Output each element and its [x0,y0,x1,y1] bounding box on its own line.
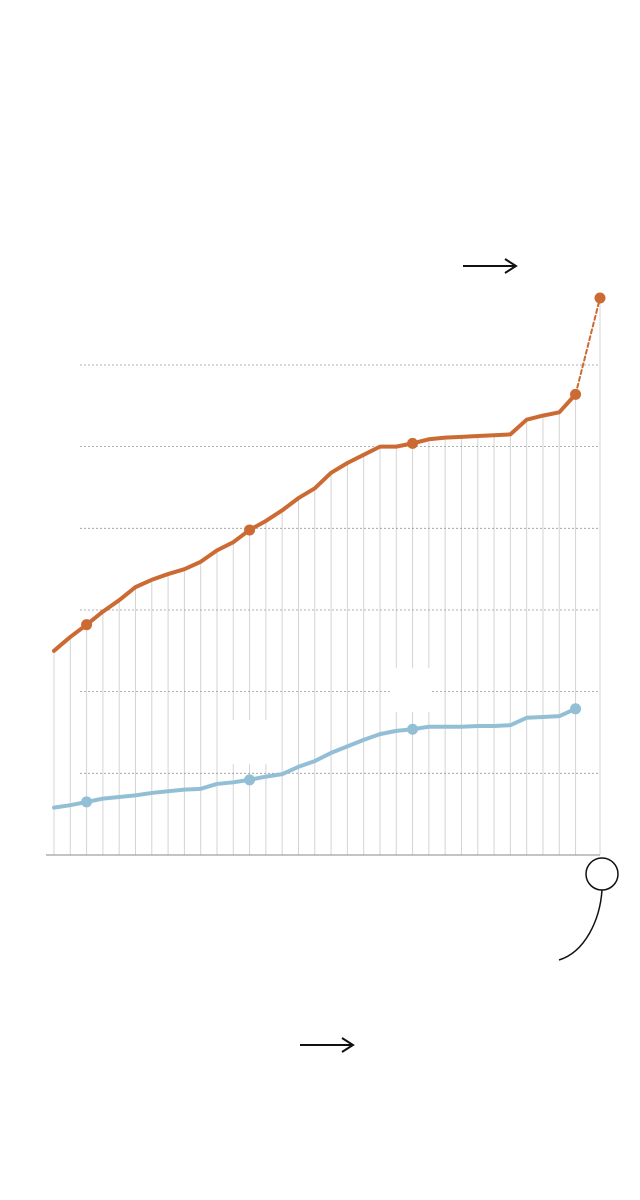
label-box [228,720,280,764]
callout [558,857,619,961]
plot [46,292,606,856]
point [244,524,256,536]
point [570,703,582,715]
point [81,619,93,631]
projection-line [574,297,601,396]
label-box [392,668,432,712]
point [407,723,419,735]
point [81,796,93,808]
arrow [463,258,518,274]
point [407,437,419,449]
line [52,706,578,810]
point [594,292,606,304]
arrow [300,1037,355,1053]
point [244,774,256,786]
point [570,388,582,400]
line [52,392,578,653]
